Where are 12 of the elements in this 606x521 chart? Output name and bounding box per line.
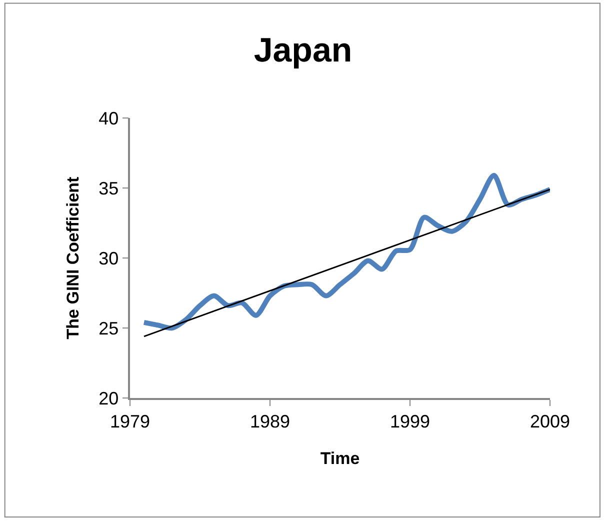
x-tick-label: 1999	[390, 411, 430, 432]
x-tick-label: 2009	[530, 411, 570, 432]
y-tick-label: 20	[98, 388, 119, 408]
y-axis-title: The GINI Coefficient	[64, 176, 83, 340]
x-axis-title: Time	[320, 449, 360, 468]
x-tick-label: 1989	[250, 411, 290, 432]
x-tick-label: 1979	[110, 411, 150, 432]
y-tick-label: 40	[98, 108, 119, 128]
y-tick-label: 30	[98, 248, 119, 268]
y-tick-label: 35	[98, 178, 119, 198]
y-tick-label: 25	[98, 318, 119, 338]
chart-title: Japan	[254, 31, 352, 70]
